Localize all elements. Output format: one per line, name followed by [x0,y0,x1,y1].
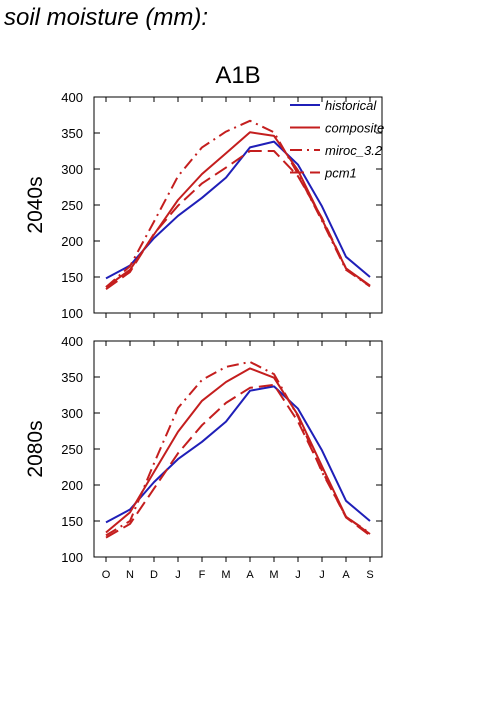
series-line-miroc-3-2 [105,360,371,537]
y-tick-label: 150 [61,270,83,285]
legend-label: composite [325,121,384,136]
legend-label: pcm1 [324,166,357,181]
x-tick-label: A [246,569,254,581]
x-tick-label: M [221,569,230,581]
legend: historical composite miroc_3.2 pcm1 [290,98,384,181]
y-tick-label: 300 [61,162,83,177]
series-line-composite [105,367,371,535]
series-line-pcm1 [105,150,371,291]
series-line-miroc-3-2 [105,119,371,288]
y-tick-label: 100 [61,306,83,321]
x-tick-label: S [366,569,373,581]
y-tick-label: 350 [61,370,83,385]
x-tick-label: J [295,569,301,581]
panel-title: A1B [215,62,260,89]
y-tick-label: 400 [61,334,83,349]
x-tick-label: M [269,569,278,581]
series-line-historical [105,385,371,524]
y-tick-label: 200 [61,234,83,249]
y-tick-label: 350 [61,126,83,141]
x-tick-label: O [102,569,111,581]
x-tick-label: D [150,569,158,581]
legend-label: miroc_3.2 [325,143,383,158]
y-tick-label: 400 [61,90,83,105]
y-tick-label: 150 [61,514,83,529]
x-tick-label: A [342,569,350,581]
chart-panel-2: 100 150 200 250 300 350 400 O N D J F M A M J J A S 2080s [24,334,383,581]
y-tick-label: 100 [61,550,83,565]
x-tick-label: J [175,569,181,581]
y-tick-label: 200 [61,478,83,493]
y-tick-label: 250 [61,442,83,457]
plot-frame [93,340,383,558]
figure-title: soil moisture (mm): [4,4,209,31]
series-line-historical [105,140,371,280]
series-line-pcm1 [105,383,371,539]
x-tick-label: N [126,569,134,581]
y-tick-label: 300 [61,406,83,421]
y-tick-label: 250 [61,198,83,213]
chart-panel-1: 100 150 200 250 300 350 400 A1B 2040s historical c… [24,62,384,321]
legend-label: historical [325,98,377,113]
y-axis-label: 2080s [24,420,47,477]
x-tick-label: F [199,569,206,581]
x-tick-label: J [319,569,325,581]
y-axis-label: 2040s [24,176,47,233]
